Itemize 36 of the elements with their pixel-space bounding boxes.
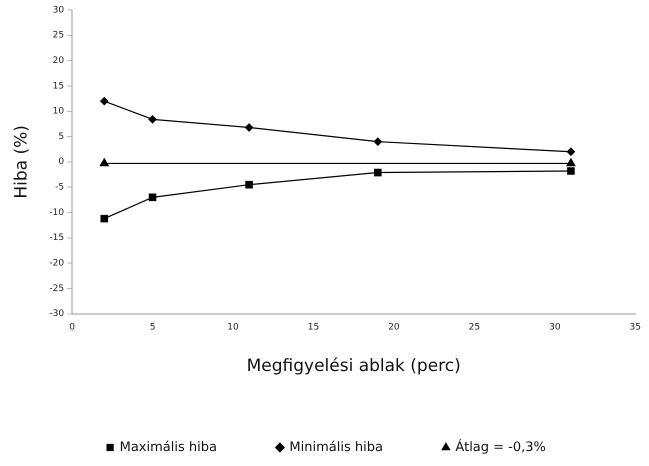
legend-label: Átlag = -0,3% (455, 438, 546, 455)
point (148, 115, 157, 124)
x-tick-label: 30 (549, 322, 561, 333)
legend-label: Maximális hiba (120, 440, 217, 455)
y-tick-label: 20 (52, 56, 64, 66)
x-tick-label: 35 (630, 322, 641, 333)
x-tick-label: 5 (150, 322, 156, 333)
y-axis-title: Hiba (%) (12, 125, 32, 199)
y-tick-label: 0 (58, 157, 64, 168)
point (374, 168, 382, 176)
point (566, 148, 576, 156)
y-tick-label: -5 (55, 182, 64, 193)
y-tick-label: -20 (49, 258, 64, 269)
point (100, 97, 108, 106)
y-tick-label: 25 (52, 30, 64, 41)
y-tick-label: 5 (58, 132, 64, 142)
x-tick-label: 10 (227, 322, 240, 333)
point (567, 167, 575, 175)
y-tick-label: 10 (52, 106, 64, 117)
y-tick-label: -30 (49, 309, 64, 320)
y-tick-label: -25 (49, 284, 64, 294)
x-tick-label: 25 (468, 322, 480, 333)
legend-label: Minimális hiba (289, 440, 383, 455)
point (148, 194, 156, 202)
point (245, 123, 254, 132)
point (100, 214, 108, 222)
point (245, 180, 253, 188)
y-tick-label: 30 (52, 5, 64, 16)
x-tick-label: 0 (69, 322, 76, 333)
x-tick-label: 20 (388, 322, 400, 333)
x-axis-title: Megfigyelési ablak (perc) (246, 356, 461, 376)
y-tick-label: 15 (52, 81, 64, 92)
y-tick-label: -15 (49, 233, 64, 244)
point (374, 138, 382, 146)
y-tick-label: -10 (49, 208, 64, 218)
x-tick-label: 15 (308, 322, 320, 333)
